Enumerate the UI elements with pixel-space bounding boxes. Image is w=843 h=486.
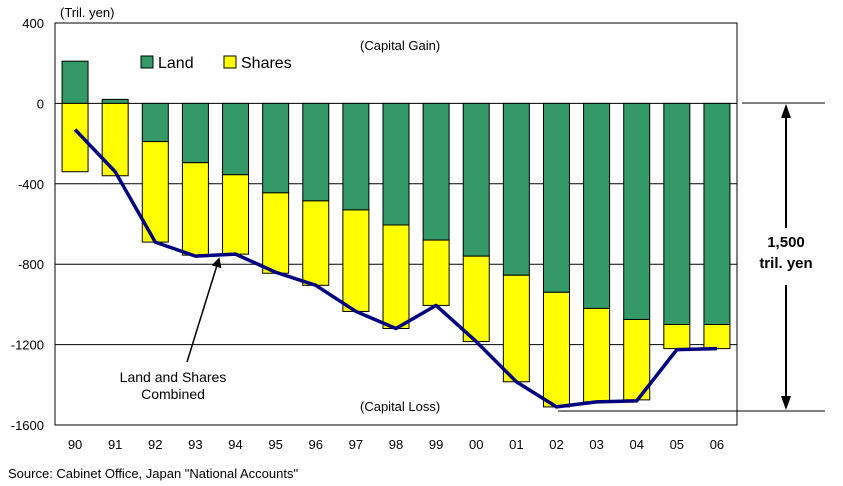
combined-annotation-line2: Combined xyxy=(141,386,205,402)
bar-land xyxy=(583,102,611,309)
x-tick-label: 06 xyxy=(710,437,724,452)
bar-land xyxy=(342,102,370,211)
y-tick-label: 400 xyxy=(22,16,44,31)
range-arrowhead-down xyxy=(781,396,791,410)
capital-loss-label: (Capital Loss) xyxy=(360,399,440,414)
x-tick-label: 95 xyxy=(268,437,282,452)
bar-land xyxy=(302,102,330,202)
x-tick-label: 93 xyxy=(188,437,202,452)
bar-shares xyxy=(422,239,450,306)
y-tick-label: -400 xyxy=(18,177,44,192)
bar-shares xyxy=(703,324,731,350)
x-tick-label: 02 xyxy=(549,437,563,452)
x-tick-label: 05 xyxy=(670,437,684,452)
x-tick-label: 00 xyxy=(469,437,483,452)
bar-land xyxy=(101,98,129,104)
range-label-line1: 1,500 xyxy=(767,234,805,251)
y-tick-label: -1200 xyxy=(11,338,44,353)
legend-shares-swatch xyxy=(223,55,237,69)
x-tick-label: 94 xyxy=(228,437,242,452)
bar-shares xyxy=(342,209,370,312)
y-tick-label: -800 xyxy=(18,257,44,272)
bar-land xyxy=(623,102,651,320)
bar-land xyxy=(222,102,250,176)
combined-annotation-arrow xyxy=(186,257,222,363)
bar-shares xyxy=(262,192,290,274)
bar-land xyxy=(382,102,410,226)
bar-land xyxy=(181,102,209,164)
source-note: Source: Cabinet Office, Japan "National … xyxy=(8,466,298,481)
bar-shares xyxy=(302,200,330,286)
x-tick-label: 04 xyxy=(629,437,643,452)
x-tick-label: 90 xyxy=(68,437,82,452)
x-tick-label: 91 xyxy=(108,437,122,452)
combined-annotation-line1: Land and Shares xyxy=(120,369,227,385)
bar-shares xyxy=(502,274,530,383)
x-tick-label: 96 xyxy=(309,437,323,452)
combined-line xyxy=(73,128,717,409)
plot-border xyxy=(54,22,738,426)
x-tick-label: 01 xyxy=(509,437,523,452)
range-arrowhead-up xyxy=(781,104,791,118)
bar-land xyxy=(502,102,530,276)
x-tick-label: 97 xyxy=(349,437,363,452)
bar-land xyxy=(61,60,89,104)
x-tick-label: 03 xyxy=(589,437,603,452)
bar-shares xyxy=(181,162,209,256)
bar-shares xyxy=(101,102,129,177)
bar-shares xyxy=(583,307,611,403)
y-unit-label: (Tril. yen) xyxy=(60,5,114,20)
bar-shares xyxy=(222,174,250,255)
range-label-line2: tril. yen xyxy=(759,255,812,272)
x-tick-label: 99 xyxy=(429,437,443,452)
legend-shares-label: Shares xyxy=(241,55,292,72)
bar-shares xyxy=(382,224,410,330)
y-tick-label: -1600 xyxy=(11,418,44,433)
bar-shares xyxy=(462,255,490,343)
bar-land xyxy=(663,102,691,326)
x-tick-label: 92 xyxy=(148,437,162,452)
legend-land-swatch xyxy=(140,55,154,69)
bar-land xyxy=(141,102,169,143)
bar-land xyxy=(422,102,450,241)
bar-land xyxy=(262,102,290,194)
x-tick-label: 98 xyxy=(389,437,403,452)
y-tick-label: 0 xyxy=(37,96,44,111)
bar-land xyxy=(462,102,490,257)
bar-shares xyxy=(623,318,651,401)
bar-shares xyxy=(663,324,691,350)
bar-land xyxy=(703,102,731,326)
bar-land xyxy=(542,102,570,293)
capital-gain-label: (Capital Gain) xyxy=(360,38,440,53)
bar-shares xyxy=(542,291,570,408)
legend-land-label: Land xyxy=(158,55,194,72)
